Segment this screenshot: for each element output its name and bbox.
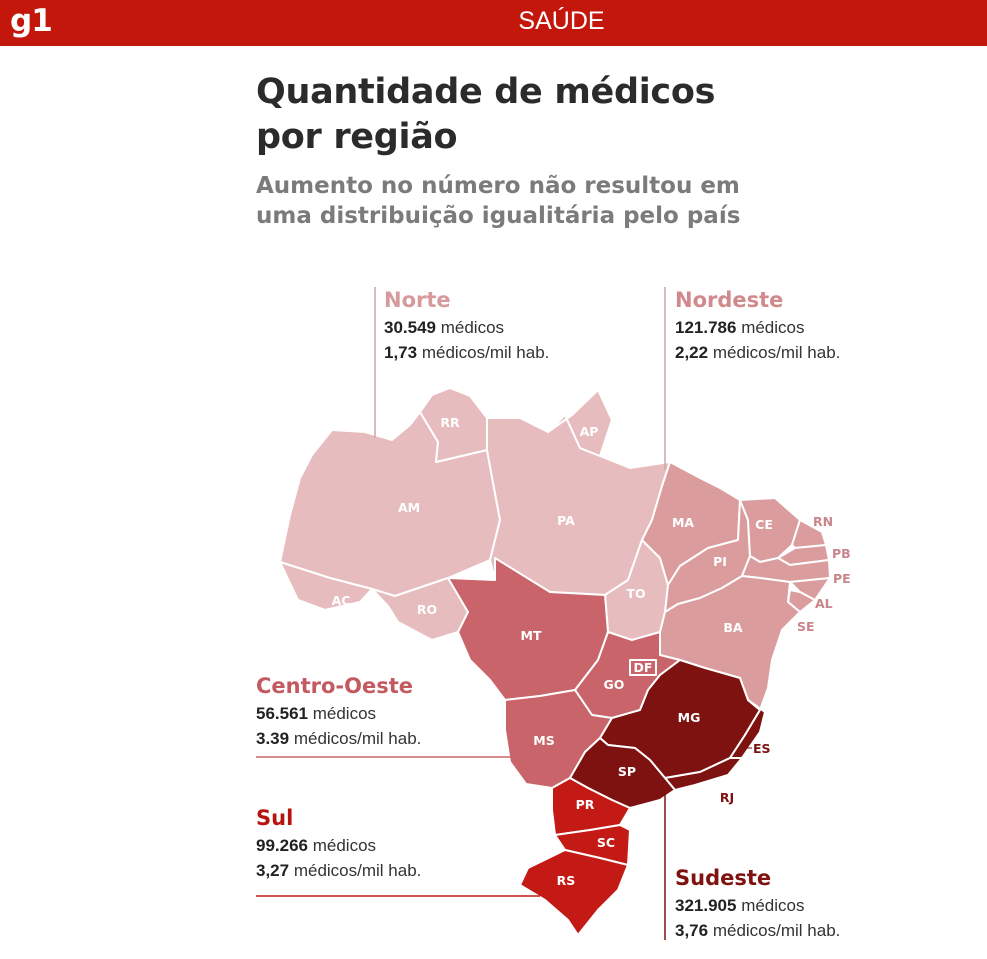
- doctor-count-line: 56.561 médicos: [256, 701, 421, 726]
- region-nordeste: Nordeste 121.786 médicos 2,22 médicos/mi…: [675, 288, 840, 365]
- label-ro: RO: [417, 602, 437, 617]
- doctor-count: 121.786: [675, 318, 737, 337]
- doctor-count: 30.549: [384, 318, 436, 337]
- label-pb: PB: [832, 546, 851, 561]
- label-es: ES: [753, 741, 771, 756]
- doctor-count-label: médicos: [741, 896, 805, 915]
- label-ma: MA: [672, 515, 694, 530]
- top-bar: g1 SAÚDE: [0, 0, 987, 46]
- doctor-count: 321.905: [675, 896, 737, 915]
- title-line-2: por região: [256, 117, 458, 157]
- label-se: SE: [797, 619, 815, 634]
- label-rn: RN: [813, 514, 833, 529]
- doctor-rate-label: médicos/mil hab.: [293, 729, 422, 748]
- label-ms: MS: [533, 733, 554, 748]
- state-ac: [279, 561, 373, 611]
- state-rj: [664, 757, 743, 791]
- label-rj: RJ: [720, 790, 734, 805]
- rate-line: 3.39 médicos/mil hab.: [256, 726, 421, 751]
- rate-line: 1,73 médicos/mil hab.: [384, 340, 549, 365]
- doctor-rate: 3.39: [256, 729, 290, 748]
- page-title: Quantidade de médicos por região: [256, 70, 816, 160]
- doctor-rate-label: médicos/mil hab.: [293, 861, 422, 880]
- label-sc: SC: [597, 835, 615, 850]
- label-sp: SP: [618, 764, 636, 779]
- page-subtitle: Aumento no número não resultou em uma di…: [256, 171, 856, 231]
- label-am: AM: [398, 500, 420, 515]
- label-rr: RR: [440, 415, 460, 430]
- doctor-rate: 3,27: [256, 861, 290, 880]
- doctor-count: 99.266: [256, 836, 308, 855]
- doctor-rate: 3,76: [675, 921, 709, 940]
- doctor-rate: 2,22: [675, 343, 709, 362]
- doctor-count-line: 321.905 médicos: [675, 893, 840, 918]
- label-al: AL: [815, 596, 833, 611]
- doctor-count-line: 121.786 médicos: [675, 315, 840, 340]
- doctor-count-line: 99.266 médicos: [256, 833, 421, 858]
- label-mg: MG: [678, 710, 701, 725]
- label-pi: PI: [713, 554, 727, 569]
- label-pe: PE: [833, 571, 851, 586]
- label-rs: RS: [557, 873, 576, 888]
- title-line-1: Quantidade de médicos: [256, 72, 716, 112]
- rate-line: 3,27 médicos/mil hab.: [256, 858, 421, 883]
- state-df: [629, 659, 657, 676]
- region-sudeste: Sudeste 321.905 médicos 3,76 médicos/mil…: [675, 866, 840, 943]
- label-mt: MT: [521, 628, 542, 643]
- region-name: Nordeste: [675, 288, 784, 312]
- doctor-count-label: médicos: [312, 836, 377, 855]
- region-norte: Norte 30.549 médicos 1,73 médicos/mil ha…: [384, 288, 549, 365]
- doctor-rate: 1,73: [384, 343, 418, 362]
- doctor-count-label: médicos: [741, 318, 805, 337]
- label-pr: PR: [576, 797, 595, 812]
- label-ap: AP: [580, 424, 599, 439]
- doctor-count-label: médicos: [440, 318, 505, 337]
- section-label[interactable]: SAÚDE: [518, 7, 605, 35]
- state-ap: [547, 389, 613, 457]
- g1-logo[interactable]: g1: [10, 3, 53, 39]
- region-name: Centro-Oeste: [256, 674, 414, 698]
- label-to: TO: [626, 586, 645, 601]
- region-sul: Sul 99.266 médicos 3,27 médicos/mil hab.: [256, 806, 421, 883]
- rate-line: 2,22 médicos/mil hab.: [675, 340, 840, 365]
- subtitle-line-2: uma distribuição igualitária pelo país: [256, 203, 741, 229]
- label-ba: BA: [723, 620, 743, 635]
- region-name: Sudeste: [675, 866, 772, 890]
- state-rs: [519, 849, 629, 936]
- doctor-rate-label: médicos/mil hab.: [712, 343, 841, 362]
- label-ce: CE: [755, 517, 773, 532]
- label-pa: PA: [557, 513, 575, 528]
- region-name: Sul: [256, 806, 294, 830]
- region-name: Norte: [384, 288, 451, 312]
- label-go: GO: [604, 677, 625, 692]
- doctor-rate-label: médicos/mil hab.: [421, 343, 550, 362]
- doctor-count: 56.561: [256, 704, 308, 723]
- region-centro-oeste: Centro-Oeste 56.561 médicos 3.39 médicos…: [256, 674, 421, 751]
- subtitle-line-1: Aumento no número não resultou em: [256, 173, 740, 199]
- label-ac: AC: [332, 593, 351, 608]
- label-df: DF: [634, 660, 653, 675]
- doctor-count-line: 30.549 médicos: [384, 315, 549, 340]
- rate-line: 3,76 médicos/mil hab.: [675, 918, 840, 943]
- doctor-rate-label: médicos/mil hab.: [712, 921, 841, 940]
- doctor-count-label: médicos: [312, 704, 377, 723]
